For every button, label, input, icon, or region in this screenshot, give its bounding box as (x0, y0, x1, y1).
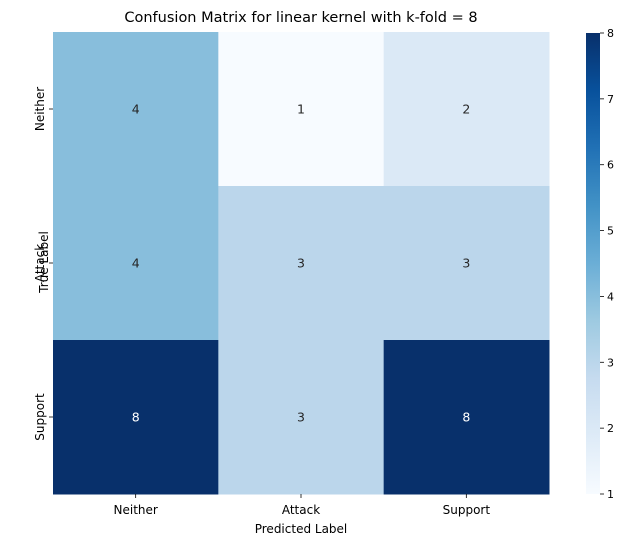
colorbar-tick-label: 5 (607, 225, 614, 238)
heatmap-cell (218, 32, 385, 187)
colorbar-tick-label: 4 (607, 290, 614, 303)
heatmap-cell (53, 186, 219, 341)
colorbar-tick-label: 7 (607, 93, 614, 106)
heatmap-cell (53, 32, 219, 187)
heatmap-cell (383, 340, 550, 495)
x-tick-label: Attack (282, 503, 320, 517)
y-axis: Neither Attack Support (33, 87, 53, 441)
x-tick-label: Neither (114, 503, 158, 517)
heatmap-cell (383, 186, 550, 341)
heatmap-cell (218, 340, 385, 495)
colorbar (586, 33, 600, 494)
y-axis-label: True Label (37, 231, 51, 294)
y-tick-label: Neither (33, 87, 47, 131)
heatmap-cell (53, 340, 219, 495)
x-axis: Neither Attack Support (114, 494, 491, 517)
cell-value-label: 8 (462, 410, 470, 425)
colorbar-tick-label: 1 (607, 488, 614, 501)
y-tick-label: Support (33, 393, 47, 441)
y-tick-label: Attack (33, 244, 47, 282)
colorbar-ticks: 1 2 3 4 5 6 7 8 (600, 27, 614, 501)
colorbar-tick-label: 6 (607, 159, 614, 172)
cell-value-label: 4 (132, 102, 140, 117)
colorbar-tick-label: 2 (607, 422, 614, 435)
colorbar-tick-label: 3 (607, 356, 614, 369)
heatmap-cell-labels: 4 1 2 4 3 3 8 3 8 (132, 102, 471, 425)
cell-value-label: 3 (297, 256, 305, 271)
heatmap-cell (383, 32, 550, 187)
chart-title: Confusion Matrix for linear kernel with … (124, 10, 477, 26)
cell-value-label: 2 (462, 102, 470, 117)
heatmap-cells (53, 32, 550, 495)
cell-value-label: 3 (462, 256, 470, 271)
heatmap-cell (218, 186, 385, 341)
x-axis-label: Predicted Label (255, 522, 348, 536)
cell-value-label: 3 (297, 410, 305, 425)
x-tick-label: Support (443, 503, 491, 517)
cell-value-label: 1 (297, 102, 305, 117)
cell-value-label: 8 (132, 410, 140, 425)
colorbar-tick-label: 8 (607, 27, 614, 40)
cell-value-label: 4 (132, 256, 140, 271)
